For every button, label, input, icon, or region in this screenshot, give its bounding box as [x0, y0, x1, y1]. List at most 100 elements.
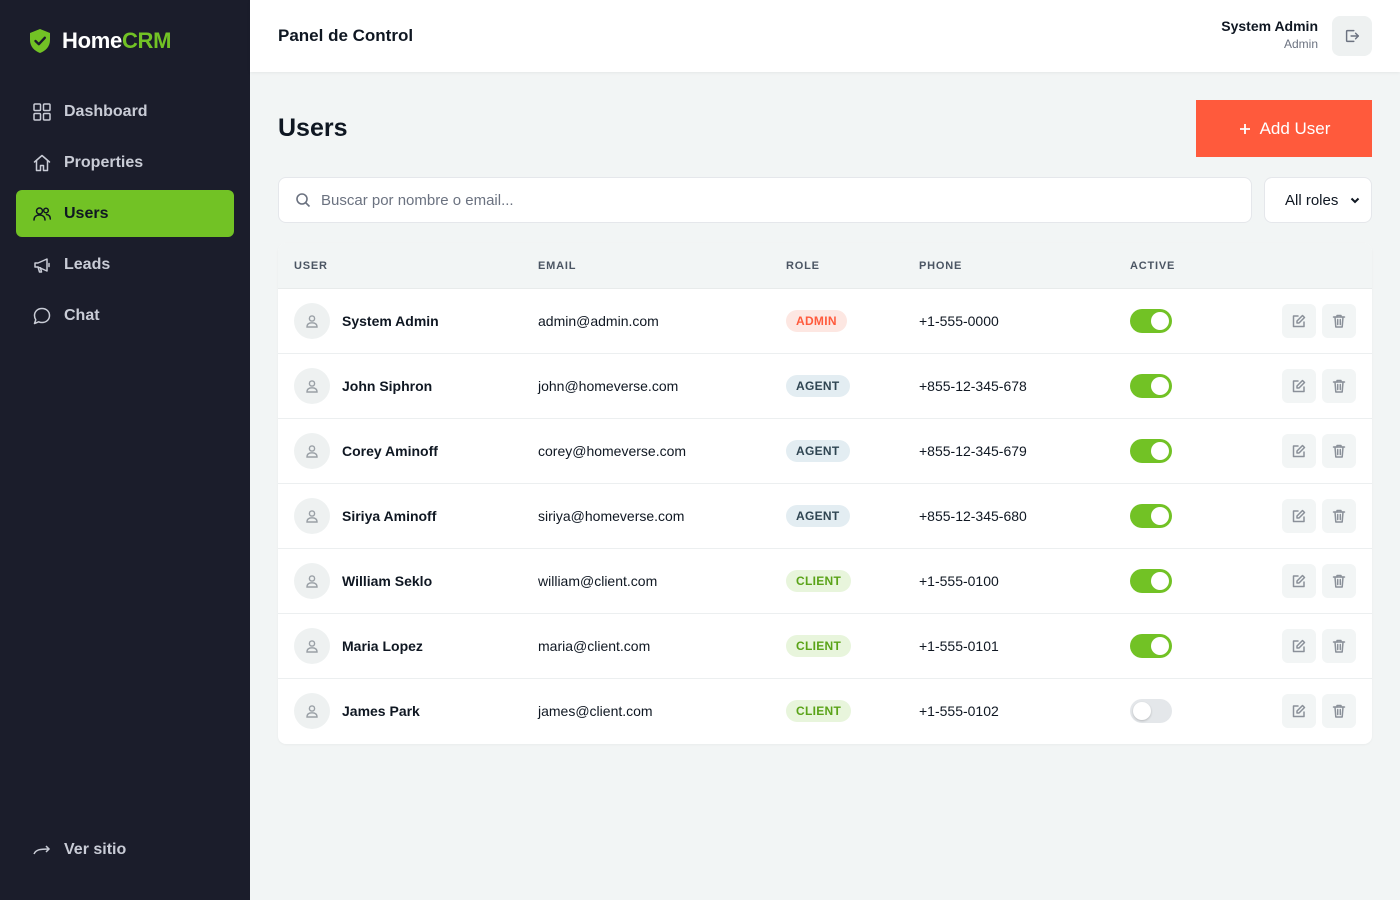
active-toggle[interactable]: [1130, 569, 1172, 593]
edit-icon: [1291, 313, 1307, 329]
role-filter-select[interactable]: All roles: [1264, 177, 1372, 223]
user-name: Maria Lopez: [342, 638, 423, 654]
current-user-name: System Admin: [1221, 18, 1318, 34]
dashboard-icon: [32, 102, 52, 122]
edit-icon: [1291, 703, 1307, 719]
page-header-title: Panel de Control: [278, 26, 414, 45]
table-header: USER EMAIL ROLE PHONE ACTIVE: [278, 243, 1372, 289]
topbar: Panel de Control System Admin Admin: [250, 0, 1400, 72]
avatar: [294, 433, 330, 469]
edit-button[interactable]: [1282, 629, 1316, 663]
sidebar-item-label: Users: [64, 204, 109, 222]
delete-button[interactable]: [1322, 369, 1356, 403]
user-phone: +1-555-0100: [919, 573, 999, 589]
active-toggle[interactable]: [1130, 699, 1172, 723]
delete-button[interactable]: [1322, 499, 1356, 533]
edit-icon: [1291, 378, 1307, 394]
role-badge: AGENT: [786, 375, 850, 397]
trash-icon: [1331, 638, 1347, 654]
avatar: [294, 628, 330, 664]
delete-button[interactable]: [1322, 629, 1356, 663]
user-email: james@client.com: [538, 703, 653, 719]
user-phone: +1-555-0000: [919, 313, 999, 329]
edit-button[interactable]: [1282, 434, 1316, 468]
user-name: Siriya Aminoff: [342, 508, 437, 524]
sidebar-item-label: Properties: [64, 153, 144, 171]
sidebar-item-users[interactable]: Users: [16, 190, 234, 237]
trash-icon: [1331, 378, 1347, 394]
home-icon: [32, 153, 52, 173]
sidebar-item-properties[interactable]: Properties: [16, 139, 234, 186]
user-name: James Park: [342, 703, 420, 719]
toggle-knob: [1151, 637, 1169, 655]
role-badge: AGENT: [786, 440, 850, 462]
role-badge: CLIENT: [786, 570, 852, 592]
edit-button[interactable]: [1282, 694, 1316, 728]
active-toggle[interactable]: [1130, 504, 1172, 528]
logo[interactable]: HomeCRM: [28, 28, 171, 54]
logout-icon: [1345, 29, 1360, 43]
delete-button[interactable]: [1322, 564, 1356, 598]
current-user-role: Admin: [1283, 37, 1318, 51]
sidebar-item-leads[interactable]: Leads: [16, 241, 234, 288]
active-toggle[interactable]: [1130, 634, 1172, 658]
user-email: siriya@homeverse.com: [538, 508, 685, 524]
user-icon: [305, 509, 319, 523]
logout-button[interactable]: [1332, 16, 1372, 56]
user-name: William Seklo: [342, 573, 433, 589]
search-box: [278, 177, 1252, 223]
search-input[interactable]: [321, 191, 1201, 209]
edit-icon: [1291, 638, 1307, 654]
current-user: System Admin Admin: [1221, 18, 1318, 51]
arrow-right-icon: [33, 845, 51, 855]
sidebar-item-chat[interactable]: Chat: [16, 292, 234, 339]
add-user-button[interactable]: Add User: [1196, 100, 1372, 157]
chat-icon: [32, 306, 52, 326]
column-header-role: ROLE: [786, 260, 820, 272]
avatar: [294, 563, 330, 599]
edit-button[interactable]: [1282, 499, 1316, 533]
table-row: Siriya Aminoff siriya@homeverse.com AGENT +…: [278, 484, 1372, 549]
shield-check-icon: [30, 29, 50, 53]
column-header-phone: PHONE: [919, 260, 963, 272]
avatar: [294, 498, 330, 534]
active-toggle[interactable]: [1130, 309, 1172, 333]
active-toggle[interactable]: [1130, 374, 1172, 398]
table-row: Corey Aminoff corey@homeverse.com AGENT +85…: [278, 419, 1372, 484]
edit-button[interactable]: [1282, 564, 1316, 598]
user-phone: +855-12-345-678: [919, 378, 1027, 394]
table-row: John Siphron john@homeverse.com AGENT +855-…: [278, 354, 1372, 419]
table-body: System Admin admin@admin.com ADMIN +1-555-0…: [278, 289, 1372, 744]
view-site-link[interactable]: Ver sitio: [32, 840, 126, 860]
edit-button[interactable]: [1282, 304, 1316, 338]
toggle-knob: [1151, 507, 1169, 525]
delete-button[interactable]: [1322, 694, 1356, 728]
edit-icon: [1291, 508, 1307, 524]
role-filter-value: All roles: [1285, 191, 1339, 209]
users-table: USER EMAIL ROLE PHONE ACTIVE System Admi…: [278, 243, 1372, 744]
edit-button[interactable]: [1282, 369, 1316, 403]
delete-button[interactable]: [1322, 304, 1356, 338]
sidebar-item-label: Leads: [64, 255, 111, 273]
toggle-knob: [1151, 442, 1169, 460]
edit-icon: [1291, 443, 1307, 459]
sidebar-nav: Dashboard Properties Users Leads Chat: [16, 88, 234, 343]
table-row: System Admin admin@admin.com ADMIN +1-555-0…: [278, 289, 1372, 354]
user-phone: +1-555-0102: [919, 703, 999, 719]
user-icon: [305, 639, 319, 653]
page-title: Users: [278, 114, 348, 142]
user-phone: +855-12-345-679: [919, 443, 1027, 459]
sidebar: HomeCRM Dashboard Properties Users Leads: [0, 0, 250, 900]
column-header-user: USER: [294, 260, 328, 272]
active-toggle[interactable]: [1130, 439, 1172, 463]
table-row: William Seklo william@client.com CLIENT +1-…: [278, 549, 1372, 614]
role-badge: ADMIN: [786, 310, 847, 332]
delete-button[interactable]: [1322, 434, 1356, 468]
column-header-active: ACTIVE: [1130, 260, 1176, 272]
table-row: Maria Lopez maria@client.com CLIENT +1-555-…: [278, 614, 1372, 679]
view-site-label: Ver sitio: [64, 841, 127, 858]
logo-text: HomeCRM: [62, 28, 172, 53]
role-badge: AGENT: [786, 505, 850, 527]
sidebar-item-dashboard[interactable]: Dashboard: [16, 88, 234, 135]
trash-icon: [1331, 573, 1347, 589]
